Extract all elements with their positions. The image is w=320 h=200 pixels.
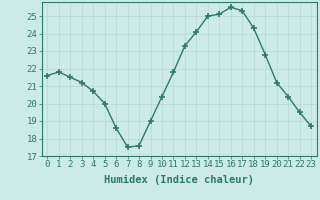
X-axis label: Humidex (Indice chaleur): Humidex (Indice chaleur): [104, 175, 254, 185]
